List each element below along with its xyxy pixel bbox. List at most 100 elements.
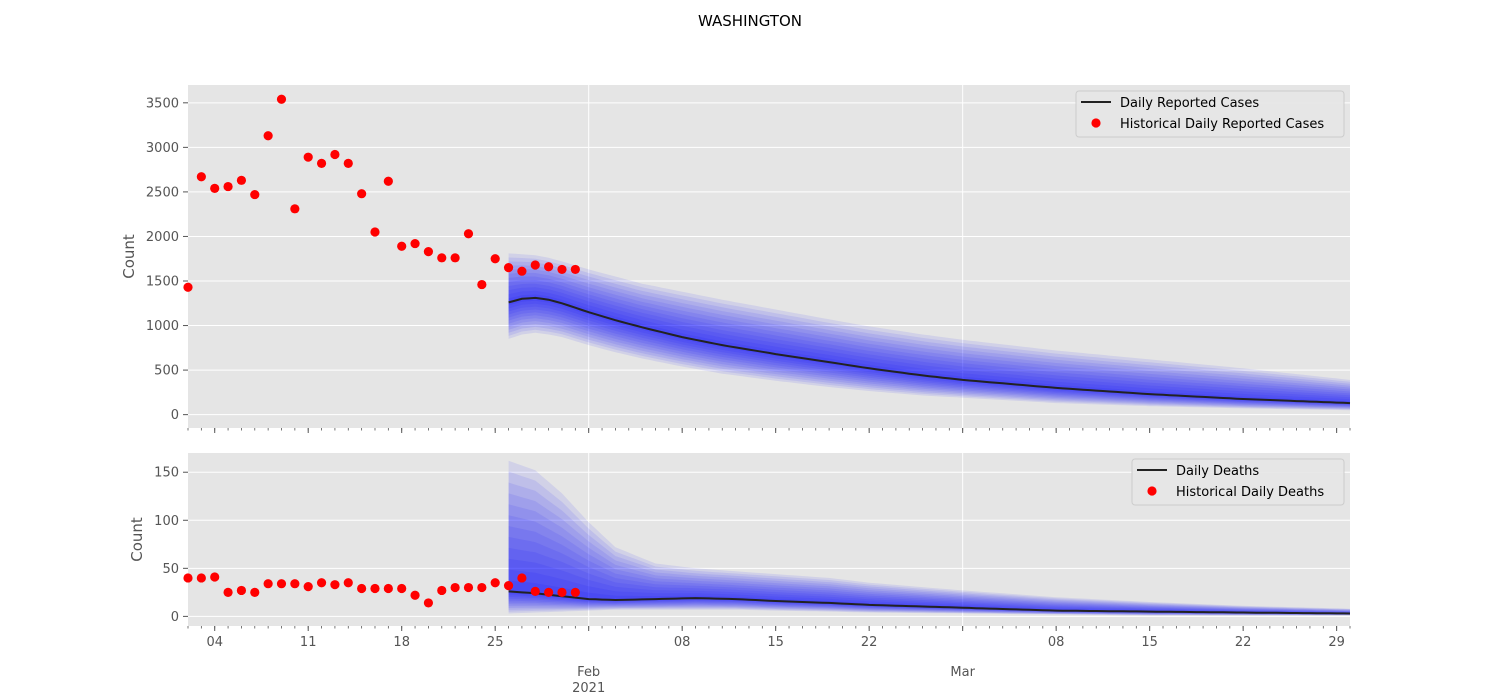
forecast-band-layer xyxy=(508,257,1351,410)
historical-point xyxy=(183,282,193,292)
forecast-band-layer xyxy=(508,536,1351,615)
y-tick-label: 2000 xyxy=(146,230,179,245)
forecast-band-layer xyxy=(508,547,1351,615)
y-tick-label: 500 xyxy=(154,364,179,379)
forecast-band-layer xyxy=(508,280,1351,406)
forecast-line xyxy=(508,590,1351,615)
historical-point xyxy=(450,253,460,263)
historical-point xyxy=(236,175,247,185)
historical-point xyxy=(223,587,233,597)
forecast-band-layer xyxy=(508,261,1351,409)
y-tick-label: 1500 xyxy=(146,275,179,290)
forecast-band-layer xyxy=(508,272,1351,408)
forecast-band-layer xyxy=(508,253,1351,411)
forecast-band-layer xyxy=(508,276,1351,407)
forecast-band-layer xyxy=(508,471,1351,616)
historical-point xyxy=(490,578,500,588)
y-axis-label: Count xyxy=(120,234,138,279)
forecast-band-layer xyxy=(508,526,1351,615)
historical-point xyxy=(330,149,340,160)
historical-point xyxy=(263,579,273,589)
forecast-band-layer xyxy=(508,558,1351,614)
historical-point xyxy=(250,587,260,597)
forecast-band xyxy=(508,253,1351,411)
forecast-band-layer xyxy=(508,265,1351,409)
historical-point xyxy=(463,582,474,593)
legend-box xyxy=(1075,90,1345,138)
historical-point xyxy=(330,580,340,590)
historical-point xyxy=(196,573,206,583)
historical-point xyxy=(477,279,487,290)
forecast-band-layer xyxy=(508,269,1351,408)
x-tick-sublabel: 2021 xyxy=(572,681,605,696)
historical-point xyxy=(316,578,327,588)
x-tick-label: Feb xyxy=(577,665,600,680)
historical-point xyxy=(290,579,300,589)
historical-point xyxy=(570,587,580,597)
x-tick-label: 04 xyxy=(206,635,223,650)
forecast-band-layer xyxy=(508,515,1351,615)
forecast-band-layer xyxy=(508,569,1351,614)
x-tick-label: 08 xyxy=(674,635,691,650)
historical-point xyxy=(223,181,233,192)
historical-point xyxy=(437,585,447,596)
historical-point xyxy=(383,583,393,594)
y-axis-label: Count xyxy=(128,517,146,562)
historical-point xyxy=(210,572,220,582)
historical-point xyxy=(557,587,567,597)
historical-point xyxy=(477,582,487,593)
y-tick-label: 0 xyxy=(171,610,179,625)
x-tick-label: 08 xyxy=(1048,635,1065,650)
legend-box xyxy=(1131,458,1345,506)
historical-point xyxy=(503,581,514,591)
legend-entry-historical: Historical Daily Deaths xyxy=(1176,485,1324,500)
historical-point xyxy=(530,586,540,597)
historical-point xyxy=(303,152,313,162)
historical-point xyxy=(370,583,380,594)
deaths-panel: 0 50 100 150 Count Daily Deaths Historical Dai… xyxy=(128,453,1351,631)
historical-point xyxy=(343,578,353,588)
x-tick-label: 15 xyxy=(767,635,784,650)
historical-point xyxy=(303,581,313,592)
historical-point xyxy=(383,176,393,186)
y-tick-label: 50 xyxy=(162,562,179,577)
historical-point xyxy=(437,253,447,263)
historical-point xyxy=(463,229,474,239)
historical-point xyxy=(196,172,206,182)
historical-point xyxy=(183,573,193,583)
historical-point xyxy=(544,587,554,597)
forecast-band-layer xyxy=(508,287,1351,405)
historical-point xyxy=(343,158,353,168)
historical-point xyxy=(450,582,460,593)
historical-point xyxy=(357,583,367,594)
forecast-band-layer xyxy=(508,283,1351,406)
forecast-band-layer xyxy=(508,460,1351,616)
x-tick-label: 29 xyxy=(1328,635,1345,650)
historical-point xyxy=(250,189,260,200)
y-tick-label: 3500 xyxy=(146,96,179,111)
legend-entry-forecast: Daily Reported Cases xyxy=(1120,96,1259,111)
legend-dot-marker xyxy=(1147,486,1157,496)
y-tick-label: 1000 xyxy=(146,319,179,334)
historical-point xyxy=(290,204,300,214)
chart-title: WASHINGTON xyxy=(698,12,802,30)
historical-point xyxy=(410,238,420,249)
historical-point xyxy=(236,585,247,596)
historical-point xyxy=(370,227,380,237)
x-tick-label: 18 xyxy=(393,635,410,650)
historical-point xyxy=(423,247,434,257)
y-tick-label: 0 xyxy=(171,408,179,423)
historical-point xyxy=(423,598,434,608)
x-tick-label: 15 xyxy=(1141,635,1158,650)
forecast-line xyxy=(508,296,1351,405)
x-tick-label: Mar xyxy=(950,665,975,680)
x-tick-label: 22 xyxy=(1235,635,1252,650)
historical-point xyxy=(557,264,567,275)
historical-point xyxy=(316,158,327,168)
historical-point xyxy=(263,131,273,141)
legend-dot-marker xyxy=(1091,118,1101,128)
historical-point xyxy=(397,583,407,594)
y-tick-label: 3000 xyxy=(146,141,179,156)
x-tick-label: 11 xyxy=(300,635,317,650)
